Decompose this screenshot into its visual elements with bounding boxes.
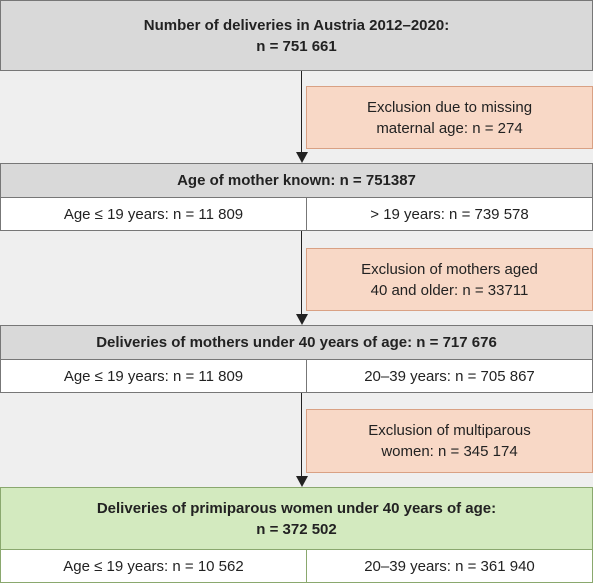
arrow-head [296,476,308,487]
text-line: Deliveries of mothers under 40 years of … [96,334,497,351]
stage-left: Age ≤ 19 years: n = 11 809 [0,359,307,393]
text-line: 40 and older: n = 33711 [370,281,529,299]
arrow [301,231,302,315]
text-line: n = 372 502 [256,520,337,538]
start-box: Number of deliveries in Austria 2012–202… [0,0,593,71]
text-line: maternal age: n = 274 [376,119,523,137]
final-box: Deliveries of primiparous women under 40… [0,487,593,550]
stage-right: 20–39 years: n = 361 940 [306,549,593,583]
stage-right: 20–39 years: n = 705 867 [306,359,593,393]
stage-left: Age ≤ 19 years: n = 11 809 [0,197,307,231]
exclusion-box: Exclusion of multiparous women: n = 345 … [306,409,593,473]
exclusion-box: Exclusion of mothers aged 40 and older: … [306,248,593,311]
text-line: Exclusion due to missing [366,98,533,116]
text-line: Deliveries of primiparous women under 40… [96,499,497,517]
text-line: Exclusion of mothers aged [361,260,538,278]
stage-left: Age ≤ 19 years: n = 10 562 [0,549,307,583]
stage-box: Age of mother known: n = 751387 [0,163,593,198]
stage-box: Deliveries of mothers under 40 years of … [0,325,593,360]
text-line: Exclusion of multiparous [368,422,531,439]
arrow [301,71,302,153]
text-line: n = 751 661 [256,37,337,55]
arrow-head [296,152,308,163]
arrow [301,393,302,477]
exclusion-box: Exclusion due to missing maternal age: n… [306,86,593,149]
text-line: Number of deliveries in Austria 2012–202… [143,16,450,34]
arrow-head [296,314,308,325]
text-line: Age of mother known: n = 751387 [177,172,416,189]
text-line: women: n = 345 174 [381,443,518,460]
stage-right: > 19 years: n = 739 578 [306,197,593,231]
